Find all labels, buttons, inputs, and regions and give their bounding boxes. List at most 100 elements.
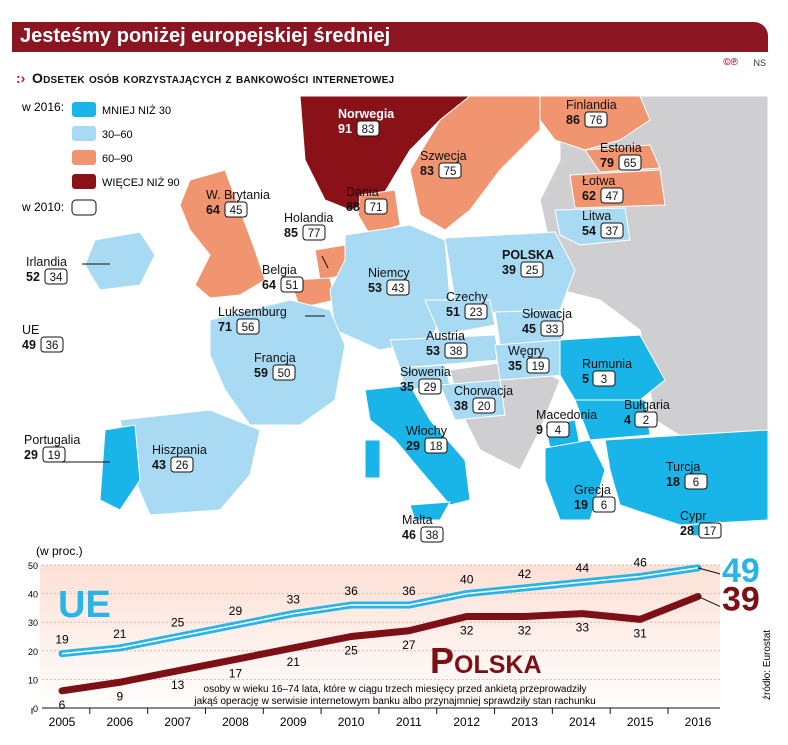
data-label-polska: 32 (460, 623, 474, 637)
country-value-2016: 83 (420, 164, 434, 178)
country-value-2010: 71 (370, 202, 383, 214)
country-value-2010: 65 (624, 158, 637, 170)
country-value-2010: 17 (704, 526, 717, 538)
data-label-polska: 31 (634, 626, 648, 640)
page-title: Jesteśmy poniżej europejskiej średniej (20, 25, 391, 47)
country-value-2010: 38 (450, 346, 463, 358)
data-label-ue: 25 (171, 616, 185, 630)
country-value-2010-box (44, 268, 68, 285)
data-label-ue: 19 (55, 633, 69, 647)
country-value-2010: 26 (176, 460, 189, 472)
x-tick-label: 2005 (49, 715, 76, 729)
data-label-polska: 13 (171, 678, 185, 692)
country-value-2016: 19 (574, 498, 588, 512)
data-label-polska: 17 (229, 666, 243, 680)
country-value-2010-box (386, 279, 410, 296)
country-value-2016: 53 (426, 344, 440, 358)
country-name-label: Chorwacja (454, 384, 513, 398)
series-line-polska (58, 592, 702, 695)
country-value-2010: 18 (430, 441, 443, 453)
x-tick-label: 2008 (222, 715, 249, 729)
data-label-polska: 25 (344, 644, 358, 658)
country-value-2010: 3 (601, 374, 607, 386)
country-value-2016: 28 (680, 524, 694, 538)
country-value-2010: 6 (601, 500, 607, 512)
data-label-ue: 40 (460, 573, 474, 587)
x-tick-label: 2011 (396, 715, 422, 729)
country-name-label: Włochy (406, 424, 448, 438)
country-wlochy-sardynia (364, 439, 381, 479)
country-value-2016: 46 (402, 528, 416, 542)
country-value-2010-box (464, 303, 488, 320)
country-name-label: Irlandia (26, 255, 67, 269)
data-label-ue: 36 (344, 584, 358, 598)
country-value-2010: 50 (278, 368, 291, 380)
country-value-2016: 86 (566, 113, 580, 127)
x-tick-label: 2016 (685, 715, 712, 729)
y-tick-label: 0 (33, 704, 38, 714)
country-value-2010: 38 (426, 530, 439, 542)
country-value-2016: 9 (536, 423, 543, 437)
country-value-2016: 5 (582, 372, 589, 386)
country-value-2010: 83 (362, 124, 375, 136)
final-value-ue: 49 (722, 552, 760, 590)
country-value-2010-box (438, 162, 462, 179)
country-value-2016: 85 (284, 226, 298, 240)
data-label-polska: 27 (402, 638, 416, 652)
country-value-2016: 29 (406, 439, 420, 453)
country-portugalia (99, 424, 141, 511)
country-name-label: POLSKA (502, 248, 554, 262)
country-name-label: Bułgaria (624, 398, 670, 412)
country-value-2010-box (472, 397, 496, 414)
subtitle-marker-icon: :› (16, 70, 26, 86)
country-value-2016: 59 (254, 366, 268, 380)
author-initials: NS (753, 58, 766, 68)
country-value-2010-box (592, 496, 616, 513)
series-name-ue: UE (58, 584, 111, 626)
country-value-2010: 23 (470, 307, 483, 319)
country-value-2010-box (634, 411, 658, 428)
x-tick-label: 2012 (453, 715, 480, 729)
data-label-polska: 9 (116, 689, 123, 703)
country-name-label: Litwa (582, 209, 611, 223)
country-value-2016: 88 (346, 200, 360, 214)
y-tick-label: 10 (28, 675, 38, 685)
country-name-label: Szwecja (420, 149, 467, 163)
country-value-2010: 6 (693, 477, 699, 489)
data-label-ue: 21 (113, 627, 127, 641)
country-value-2010: 4 (555, 425, 562, 437)
country-value-2010: 75 (444, 166, 457, 178)
country-value-2010-box (520, 261, 544, 278)
country-value-2010-box (236, 318, 260, 335)
country-value-2010: 33 (546, 324, 559, 336)
country-value-2016: 52 (26, 270, 40, 284)
country-value-2016: 79 (600, 156, 614, 170)
country-value-2016: 91 (338, 122, 352, 136)
country-value-2010: 51 (286, 280, 299, 292)
country-value-2010-box (420, 526, 444, 543)
country-value-2010-box (600, 187, 624, 204)
country-value-2016: 35 (508, 359, 522, 373)
chart-subtitle: Odsetek osób korzystających z bankowości… (32, 70, 395, 86)
country-wlochy (364, 384, 471, 506)
country-value-2010-box (272, 364, 296, 381)
country-grecja (544, 439, 606, 521)
country-name-label: Holandia (284, 211, 333, 225)
country-value-2010-box (444, 342, 468, 359)
chart-note-line: osoby w wieku 16–74 lata, które w ciągu … (204, 684, 587, 695)
country-value-2016: 62 (582, 189, 596, 203)
country-value-2010: 43 (392, 283, 405, 295)
country-value-2016: 51 (446, 305, 460, 319)
country-value-2010: 45 (230, 205, 243, 217)
country-value-2016: 18 (666, 475, 680, 489)
country-value-2010-box (170, 456, 194, 473)
country-value-2010-box (600, 222, 624, 239)
country-name-label: UE (22, 323, 39, 337)
country-value-2010-box (424, 437, 448, 454)
country-name-label: Malta (402, 513, 433, 527)
country-value-2010: 19 (532, 361, 545, 373)
country-name-label: Czechy (446, 290, 488, 304)
country-name-label: Grecja (574, 483, 611, 497)
country-value-2010: 25 (526, 265, 539, 277)
